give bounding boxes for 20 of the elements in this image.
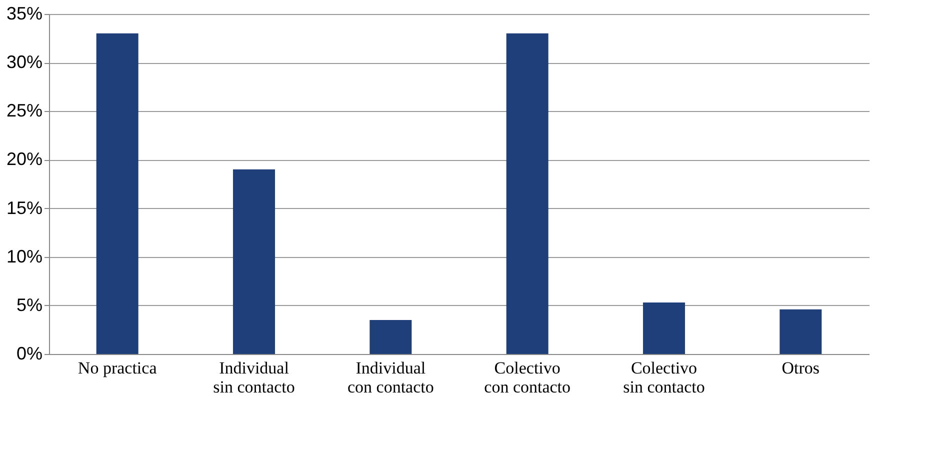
y-tick-label: 35%: [6, 4, 42, 24]
bar: [370, 320, 412, 354]
bar: [96, 33, 138, 354]
y-tick-label: 25%: [6, 100, 42, 121]
y-tick-label: 30%: [6, 52, 42, 72]
y-tick-label: 0%: [16, 344, 42, 364]
x-tick-label: Colectivo con contacto: [484, 358, 571, 396]
x-tick-label: Individual sin contacto: [213, 358, 295, 396]
y-tick-label: 15%: [6, 198, 42, 218]
x-tick-label: Colectivo sin contacto: [623, 358, 705, 396]
bar: [233, 169, 275, 354]
x-tick-label: No practica: [78, 358, 158, 378]
bar: [780, 309, 822, 354]
y-tick-label: 20%: [6, 149, 42, 170]
y-tick-label: 5%: [16, 294, 42, 315]
bar: [506, 33, 548, 354]
x-tick-label: Individual con contacto: [347, 358, 434, 396]
x-tick-label: Otros: [782, 358, 820, 378]
y-tick-label: 10%: [6, 246, 42, 266]
bar: [643, 302, 685, 354]
